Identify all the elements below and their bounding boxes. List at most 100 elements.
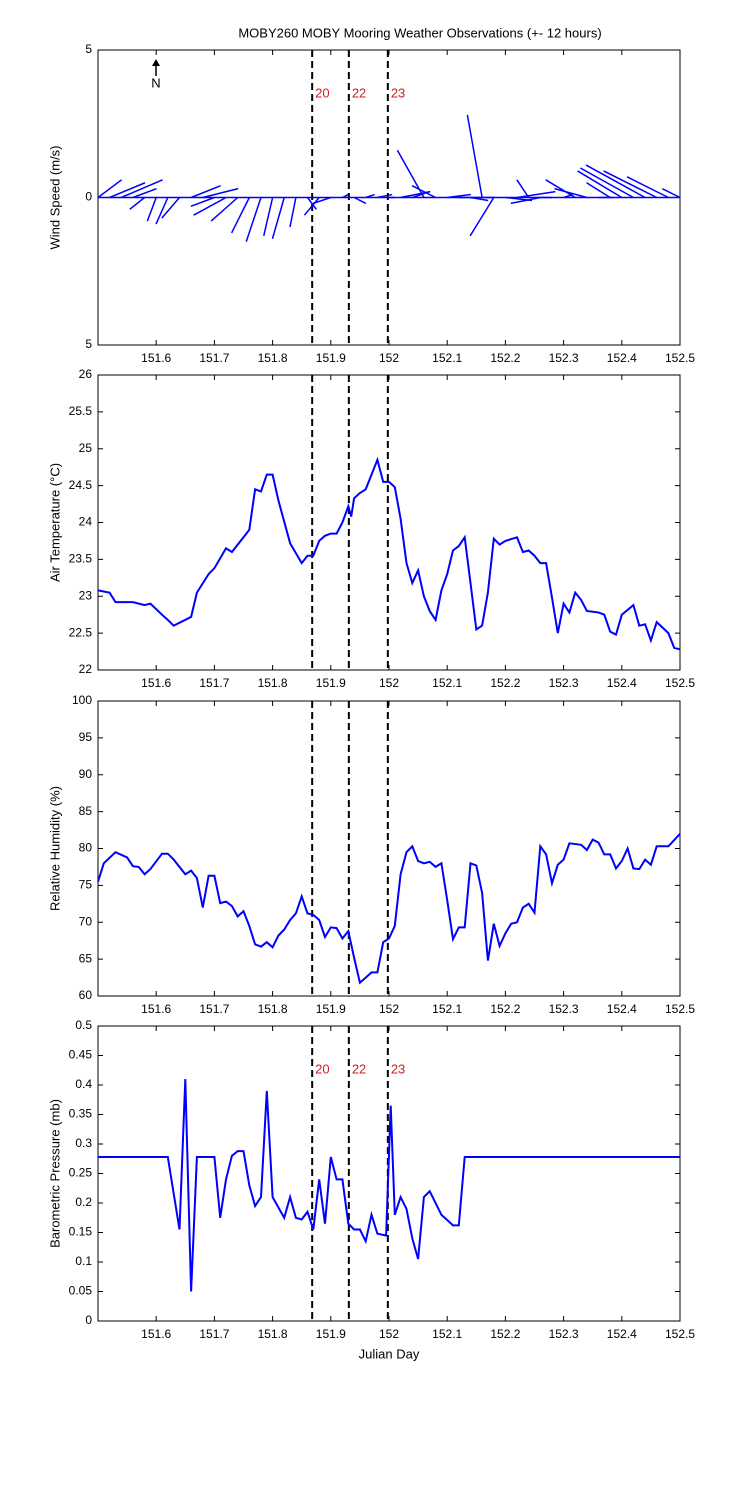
y-tick-label: 70 xyxy=(79,914,93,928)
y-tick-label: 0 xyxy=(85,1313,92,1327)
wind-stick xyxy=(129,196,146,210)
y-tick-label: 90 xyxy=(79,767,93,781)
x-tick-label: 152 xyxy=(379,676,399,690)
x-tick-label: 151.8 xyxy=(258,1327,288,1341)
x-tick-label: 151.9 xyxy=(316,676,346,690)
wind-stick xyxy=(626,176,669,199)
wind-stick xyxy=(516,179,530,198)
wind-stick xyxy=(342,193,349,199)
x-tick-label: 151.6 xyxy=(141,351,171,365)
y-axis-label: Air Temperature (°C) xyxy=(47,463,62,582)
wind-stick xyxy=(230,197,250,234)
y-tick-label: 23 xyxy=(79,588,93,602)
x-tick-label: 151.7 xyxy=(199,1002,229,1016)
x-tick-label: 152.2 xyxy=(490,676,520,690)
y-tick-label: 24.5 xyxy=(69,478,93,492)
data-line xyxy=(97,833,681,985)
x-tick-label: 152.5 xyxy=(665,1327,695,1341)
wind-stick xyxy=(554,187,588,199)
north-arrowhead xyxy=(152,59,160,66)
event-label: 23 xyxy=(391,85,405,100)
wind-stick xyxy=(365,193,375,199)
y-tick-label: 0.45 xyxy=(69,1048,93,1062)
wind-stick xyxy=(447,193,471,199)
x-tick-label: 152.3 xyxy=(549,1002,579,1016)
wind-stick xyxy=(312,196,332,205)
wind-stick xyxy=(190,196,215,208)
x-tick-label: 151.6 xyxy=(141,1327,171,1341)
x-tick-label: 152 xyxy=(379,1002,399,1016)
y-tick-label: 0.25 xyxy=(69,1166,93,1180)
x-tick-label: 152.5 xyxy=(665,351,695,365)
x-tick-label: 151.8 xyxy=(258,676,288,690)
wind-stick xyxy=(470,196,489,202)
event-label: 20 xyxy=(315,85,329,100)
y-tick-label: 0.5 xyxy=(75,1018,92,1032)
y-tick-label: 22.5 xyxy=(69,625,93,639)
plot-frame xyxy=(97,374,681,671)
wind-stick xyxy=(271,197,285,240)
wind-stick xyxy=(245,197,262,242)
x-tick-label: 151.7 xyxy=(199,676,229,690)
wind-stick xyxy=(202,187,239,199)
y-tick-label: 60 xyxy=(79,988,93,1002)
y-tick-label: 0.3 xyxy=(75,1136,92,1150)
x-tick-label: 152.4 xyxy=(607,1002,637,1016)
y-axis-label: Wind Speed (m/s) xyxy=(47,145,62,249)
y-tick-label: 65 xyxy=(79,951,93,965)
chart-title: MOBY260 MOBY Mooring Weather Observation… xyxy=(238,25,601,40)
x-tick-label: 152.3 xyxy=(549,351,579,365)
x-tick-label: 151.6 xyxy=(141,676,171,690)
x-tick-label: 152 xyxy=(379,1327,399,1341)
x-axis-label: Julian Day xyxy=(359,1346,420,1361)
y-tick-label: 85 xyxy=(79,804,93,818)
north-label: N xyxy=(151,75,160,90)
x-tick-label: 151.6 xyxy=(141,1002,171,1016)
wind-stick xyxy=(97,179,123,199)
x-tick-label: 152.1 xyxy=(432,1327,462,1341)
x-tick-label: 152.4 xyxy=(607,1327,637,1341)
x-tick-label: 151.9 xyxy=(316,1327,346,1341)
x-tick-label: 152.4 xyxy=(607,676,637,690)
x-tick-label: 151.8 xyxy=(258,351,288,365)
y-axis-label: Barometric Pressure (mb) xyxy=(47,1099,62,1248)
data-line xyxy=(97,456,681,651)
x-tick-label: 152.5 xyxy=(665,676,695,690)
event-label: 23 xyxy=(391,1061,405,1076)
wind-stick xyxy=(109,182,146,199)
x-tick-label: 152.2 xyxy=(490,351,520,365)
wind-stick xyxy=(120,179,163,199)
y-tick-label: 24 xyxy=(79,515,93,529)
wind-stick xyxy=(545,179,576,199)
x-tick-label: 152.2 xyxy=(490,1327,520,1341)
wind-stick xyxy=(155,197,169,225)
x-tick-label: 151.7 xyxy=(199,351,229,365)
wind-stick xyxy=(190,185,221,199)
event-label: 22 xyxy=(352,1061,366,1076)
x-tick-label: 152.1 xyxy=(432,1002,462,1016)
wind-stick xyxy=(579,167,634,199)
wind-stick xyxy=(603,170,658,199)
y-tick-label: 75 xyxy=(79,878,93,892)
x-tick-label: 152.3 xyxy=(549,1327,579,1341)
wind-stick xyxy=(289,197,297,228)
wind-stick xyxy=(210,196,239,222)
y-tick-label: 0.35 xyxy=(69,1107,93,1121)
y-tick-label: 0.15 xyxy=(69,1225,93,1239)
y-tick-label: 80 xyxy=(79,841,93,855)
y-tick-label: 5 xyxy=(85,42,92,56)
y-tick-label: 0.05 xyxy=(69,1284,93,1298)
wind-stick xyxy=(577,170,623,199)
wind-stick xyxy=(193,196,227,216)
x-tick-label: 152.1 xyxy=(432,676,462,690)
x-tick-label: 152.5 xyxy=(665,1002,695,1016)
wind-stick xyxy=(263,197,274,237)
y-tick-label: 0 xyxy=(85,190,92,204)
y-tick-label: 25 xyxy=(79,441,93,455)
wind-stick xyxy=(306,197,317,210)
wind-stick xyxy=(377,193,393,199)
y-tick-label: 100 xyxy=(72,693,92,707)
x-tick-label: 151.7 xyxy=(199,1327,229,1341)
x-tick-label: 151.9 xyxy=(316,1002,346,1016)
